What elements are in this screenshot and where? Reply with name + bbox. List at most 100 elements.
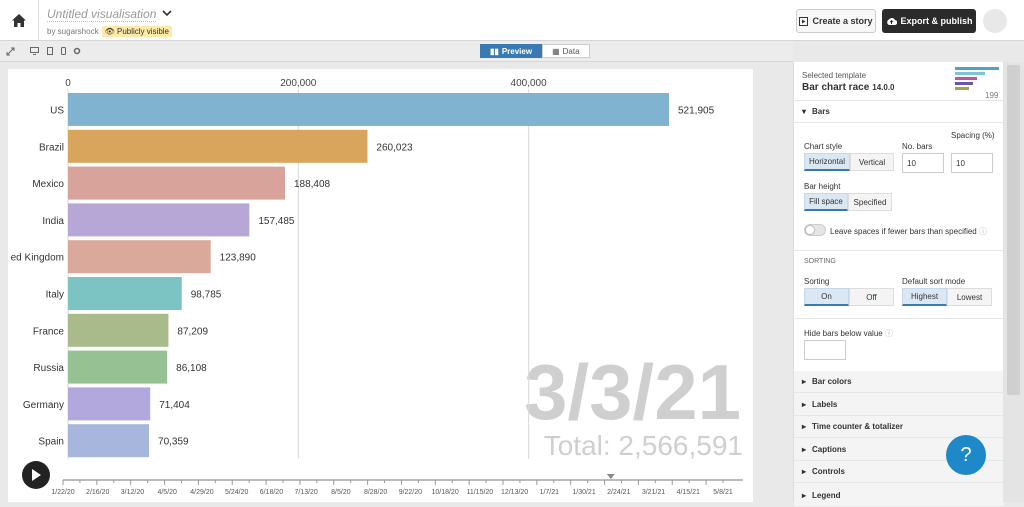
tab-data[interactable]: ▦ Data	[542, 44, 590, 58]
value-label: 123,890	[220, 253, 257, 264]
template-version: 14.0.0	[872, 83, 895, 92]
no-bars-input[interactable]: 10	[902, 153, 944, 173]
value-label: 70,359	[158, 437, 189, 448]
chart-style-horizontal[interactable]: Horizontal	[804, 153, 850, 171]
sorting-on[interactable]: On	[804, 288, 849, 306]
timeline-label: 5/8/21	[713, 489, 733, 496]
gear-icon[interactable]	[73, 47, 81, 55]
sort-mode-label: Default sort mode	[902, 277, 966, 286]
settings-panel: Selected template Bar chart race 14.0.0 1…	[793, 62, 1004, 506]
mobile-icon[interactable]	[61, 47, 66, 55]
bar	[68, 350, 168, 384]
timeline-label: 10/18/20	[431, 489, 458, 496]
scrollbar-thumb[interactable]	[1007, 65, 1020, 395]
timeline-label: 2/24/21	[607, 489, 630, 496]
timeline-label: 2/16/20	[86, 489, 109, 496]
category-label: India	[42, 216, 64, 227]
tab-preview[interactable]: ▮▮ Preview	[480, 44, 543, 58]
sort-mode-highest[interactable]: Highest	[902, 288, 947, 306]
bar	[68, 93, 669, 126]
category-label: Mexico	[32, 179, 64, 190]
visibility-badge[interactable]: 👁 Publicly visible	[101, 26, 173, 37]
selected-template[interactable]: Selected template Bar chart race 14.0.0 1…	[794, 62, 1004, 101]
divider	[794, 318, 1004, 319]
timeline-label: 12/13/20	[501, 489, 528, 496]
timeline-label: 4/29/20	[190, 489, 213, 496]
timeline-handle[interactable]	[606, 474, 615, 479]
spacing-input[interactable]: 10	[951, 153, 993, 173]
value-label: 521,905	[678, 106, 715, 117]
leave-spaces-text: Leave spaces if fewer bars than specifie…	[830, 227, 977, 236]
no-bars-label: No. bars	[902, 142, 933, 151]
section-time-counter-label: Time counter & totalizer	[812, 422, 903, 431]
export-publish-button[interactable]: Export & publish	[882, 9, 976, 33]
hide-bars-input[interactable]	[804, 340, 846, 360]
leave-spaces-toggle[interactable]	[804, 224, 826, 236]
chevron-down-icon[interactable]	[162, 10, 172, 17]
chart-style-vertical[interactable]: Vertical	[850, 153, 894, 171]
help-icon: ?	[960, 443, 972, 466]
visualisation-title[interactable]: Untitled visualisation	[47, 7, 157, 22]
hide-bars-label: Hide bars below value ⓘ	[804, 328, 893, 339]
info-icon[interactable]: ⓘ	[978, 227, 987, 236]
create-story-button[interactable]: Create a story	[796, 9, 876, 33]
section-bars-label: Bars	[812, 107, 830, 116]
home-button[interactable]	[0, 0, 39, 41]
bar	[68, 313, 169, 347]
section-legend[interactable]: ▸ Legend	[794, 484, 1004, 506]
info-icon[interactable]: ⓘ	[884, 329, 893, 338]
category-label: US	[50, 106, 64, 117]
value-label: 188,408	[294, 179, 331, 190]
preview-toolbar: ▮▮ Preview ▦ Data	[0, 41, 793, 62]
timeline-label: 6/18/20	[260, 489, 283, 496]
top-bar: Untitled visualisation by sugarshock 👁 Pu…	[0, 0, 1024, 41]
bar-height-specified[interactable]: Specified	[848, 193, 892, 211]
sorting-off[interactable]: Off	[849, 288, 894, 306]
visibility-label: Publicly visible	[116, 27, 170, 36]
timeline-label: 1/22/20	[51, 489, 74, 496]
expand-icon[interactable]	[6, 47, 15, 56]
cloud-upload-icon	[886, 17, 897, 25]
view-toggle: ▮▮ Preview ▦ Data	[480, 44, 590, 58]
bar	[68, 424, 150, 458]
value-label: 157,485	[258, 216, 295, 227]
panel-scrollbar[interactable]	[1003, 62, 1024, 502]
timeline-label: 3/12/20	[121, 489, 144, 496]
chart-area: 3/3/21 Total: 2,566,591 0 200,000 400,000 US 5…	[8, 69, 753, 502]
section-time-counter[interactable]: ▸ Time counter & totalizer	[794, 416, 1004, 438]
table-icon: ▦	[552, 46, 560, 56]
value-label: 71,404	[159, 400, 190, 411]
value-label: 86,108	[176, 363, 207, 374]
tablet-icon[interactable]	[47, 47, 53, 55]
export-label: Export & publish	[900, 16, 973, 26]
bar-height-fill-space[interactable]: Fill space	[804, 193, 848, 211]
section-captions-label: Captions	[812, 445, 847, 454]
section-labels-label: Labels	[812, 400, 838, 409]
value-label: 87,209	[177, 326, 208, 337]
category-label: Spain	[38, 437, 64, 448]
avatar[interactable]	[983, 9, 1007, 33]
bar	[68, 387, 151, 421]
x-tick-label: 200,000	[280, 78, 317, 89]
section-bar-colors[interactable]: ▸ Bar colors	[794, 371, 1004, 393]
play-button[interactable]	[22, 461, 50, 489]
bar	[68, 166, 285, 200]
bar	[68, 277, 182, 310]
desktop-icon[interactable]	[30, 47, 39, 55]
home-icon	[12, 14, 26, 27]
help-button[interactable]: ?	[946, 435, 986, 475]
sort-mode-control: Highest Lowest	[902, 288, 992, 306]
caret-right-icon: ▸	[802, 467, 807, 476]
section-bars[interactable]: ▾ Bars	[794, 101, 1004, 123]
sorting-control: On Off	[804, 288, 894, 306]
category-label: France	[33, 326, 65, 337]
section-bar-colors-label: Bar colors	[812, 377, 852, 386]
value-label: 98,785	[191, 290, 222, 301]
leave-spaces-label: Leave spaces if fewer bars than specifie…	[830, 226, 987, 237]
play-icon	[32, 469, 41, 481]
bar-height-label: Bar height	[804, 182, 841, 191]
caret-down-icon: ▾	[802, 107, 807, 116]
sort-mode-lowest[interactable]: Lowest	[947, 288, 992, 306]
section-labels[interactable]: ▸ Labels	[794, 394, 1004, 416]
